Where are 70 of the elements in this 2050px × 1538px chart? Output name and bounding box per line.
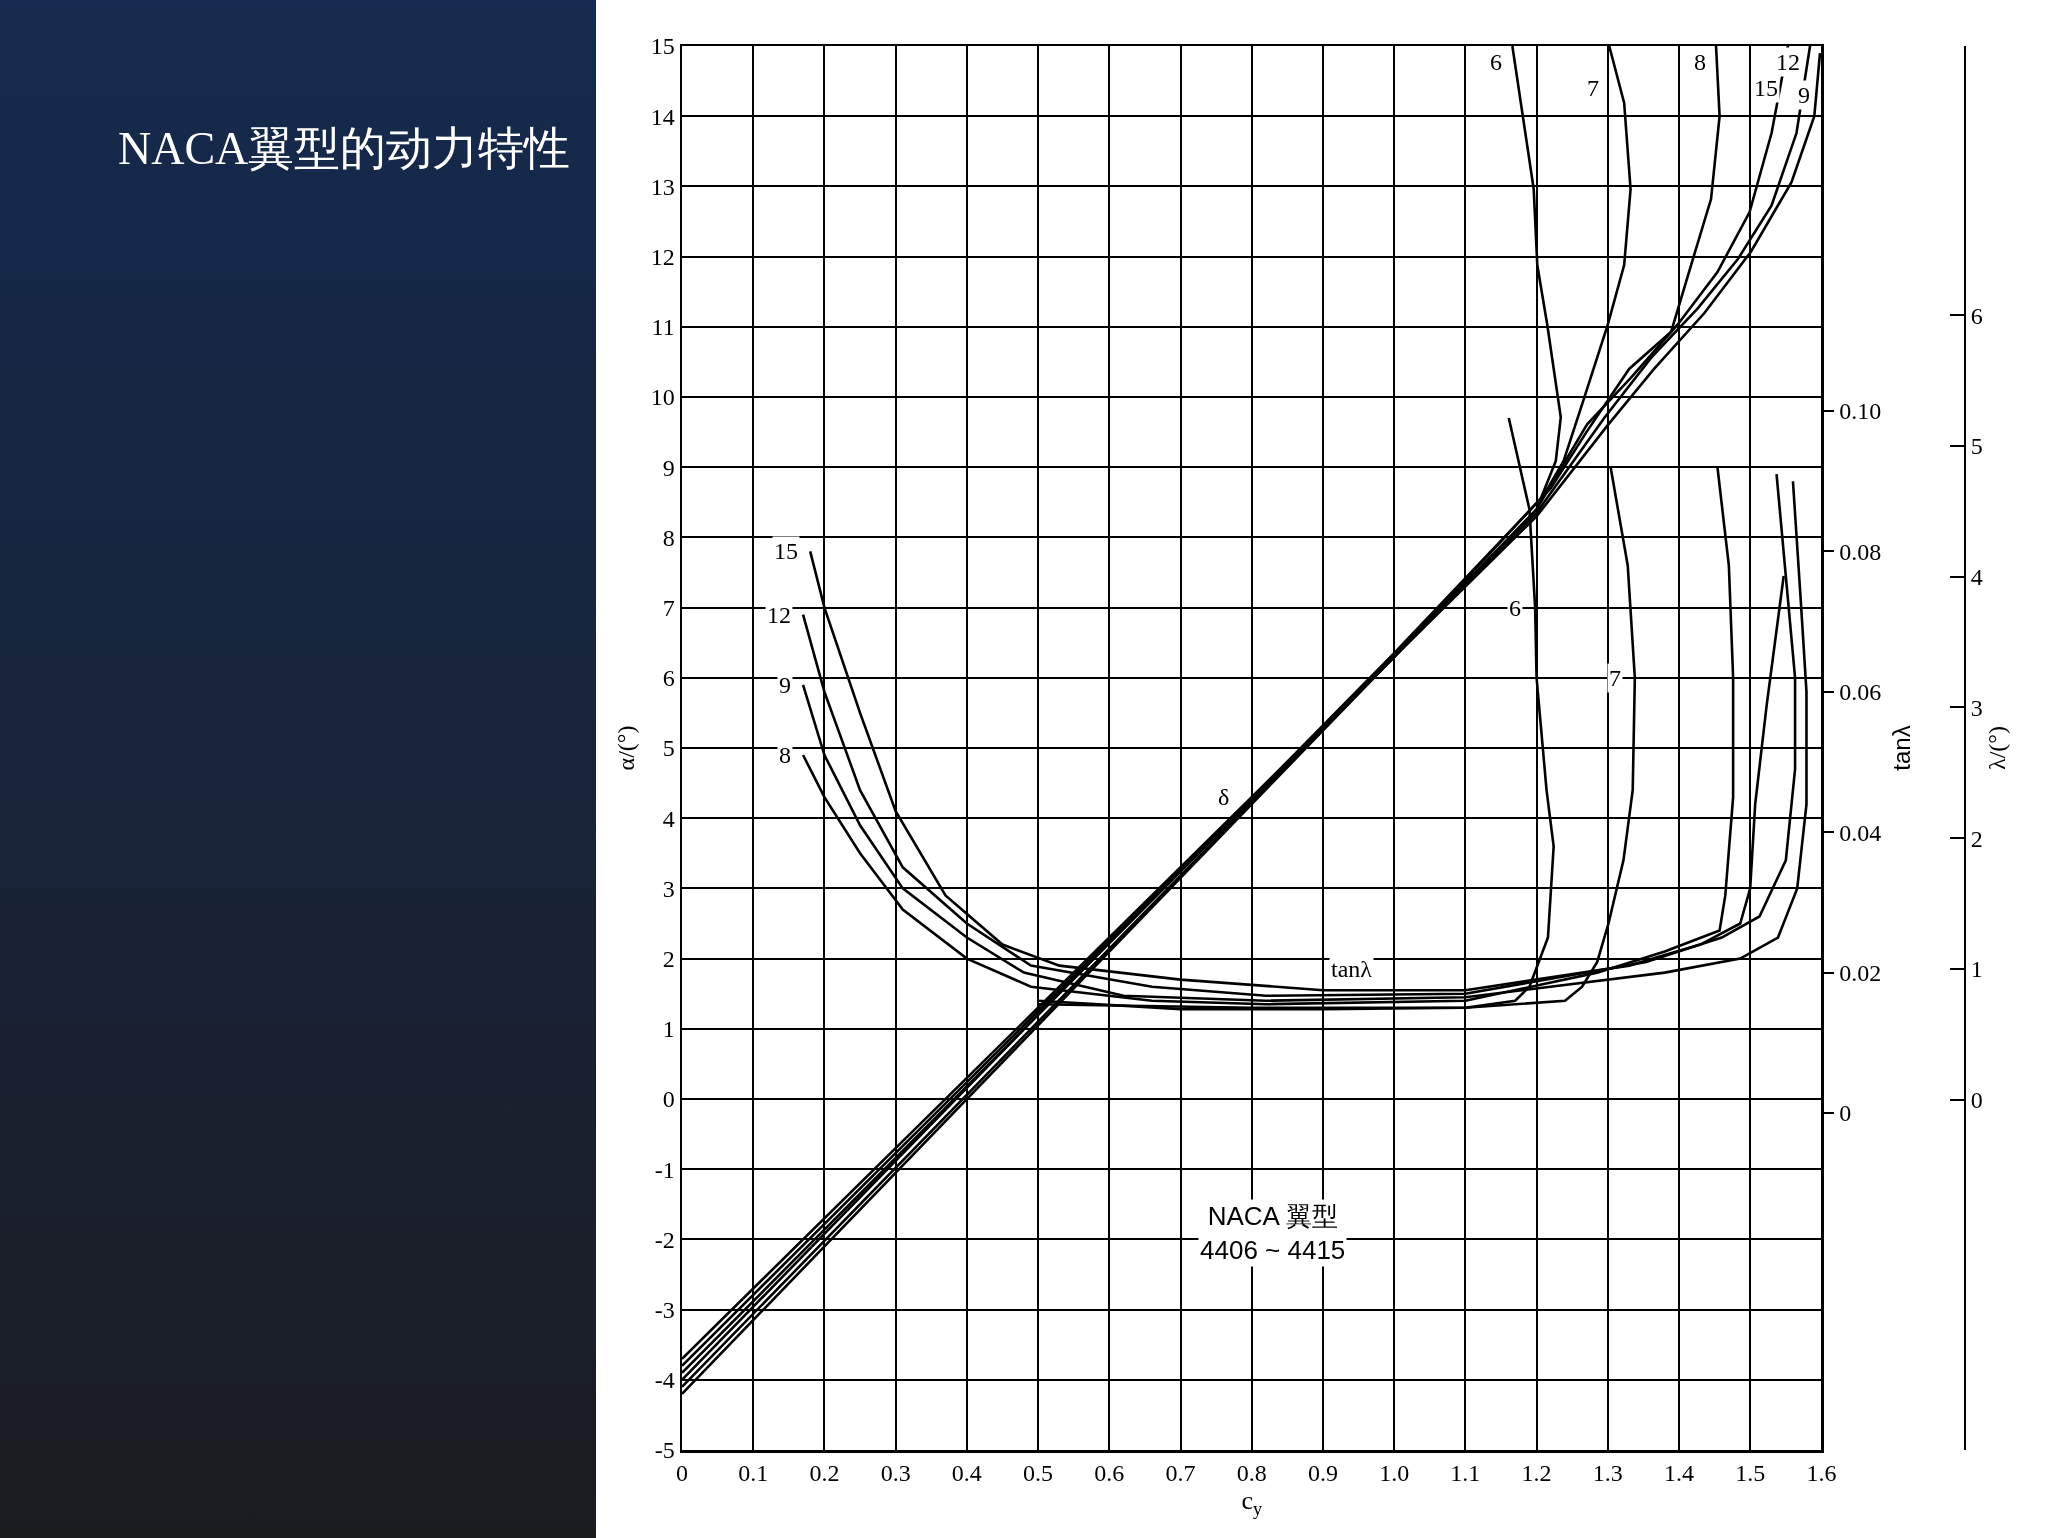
y-tick-label: -3: [654, 1297, 675, 1323]
y-tick-label: 4: [662, 805, 675, 832]
y-tick-label: 5: [662, 735, 675, 762]
y-tick-label: -2: [654, 1226, 675, 1253]
x-tick-label: 0.1: [738, 1460, 769, 1487]
y2-axis-title: tanλ: [1887, 725, 1915, 771]
annotation: NACA 翼型 4406 ~ 4415: [1200, 1201, 1346, 1265]
y3-tick-label: 1: [1970, 956, 1983, 983]
x-tick-label: 1.6: [1806, 1460, 1837, 1487]
x-tick-label: 0.2: [809, 1460, 840, 1487]
y3-axis-title: λ/(°): [1984, 726, 2011, 770]
y-tick-label: 2: [662, 946, 675, 972]
y3-tick-label: 3: [1970, 694, 1983, 721]
x-tick-label: 1.1: [1450, 1460, 1481, 1487]
x-axis-title: c$_{y}$: [1241, 1486, 1263, 1519]
x-tick-label: 1.2: [1521, 1460, 1552, 1487]
annotation: tanλ: [1331, 956, 1373, 982]
y-tick-label: 9: [662, 454, 675, 481]
y-tick-label: 1: [662, 1016, 675, 1043]
series-label: 15: [1754, 75, 1778, 101]
annotation: δ: [1218, 784, 1230, 810]
y2-tick-label: 0.10: [1839, 398, 1882, 425]
x-tick-label: 1.3: [1592, 1460, 1623, 1487]
y-tick-label: 7: [662, 595, 675, 621]
series-label: 7: [1609, 665, 1621, 691]
series-label: 9: [1798, 82, 1810, 108]
series-label: 6: [1509, 595, 1521, 621]
y3-tick-label: 2: [1970, 825, 1983, 852]
y-tick-label: 11: [651, 314, 675, 341]
y-tick-label: 12: [650, 244, 675, 270]
y2-tick-label: 0: [1839, 1100, 1852, 1127]
series-label: 9: [779, 672, 791, 698]
series-label: 6: [1490, 49, 1502, 75]
y-tick-label: 14: [650, 103, 675, 130]
y3-tick-label: 5: [1970, 433, 1983, 460]
y3-tick-label: 4: [1970, 564, 1983, 591]
y2-tick-label: 0.02: [1839, 960, 1882, 987]
y-tick-label: -4: [654, 1367, 675, 1394]
y-tick-label: 3: [662, 875, 675, 902]
y-axis-title: α/(°): [612, 725, 639, 771]
y-tick-label: 10: [650, 384, 675, 411]
x-tick-label: 0.4: [951, 1460, 982, 1487]
x-tick-label: 0.5: [1023, 1460, 1054, 1487]
x-tick-label: 0.9: [1307, 1460, 1338, 1487]
y-tick-label: 15: [650, 33, 675, 60]
y-tick-label: 8: [662, 524, 675, 551]
y3-tick-label: 6: [1970, 302, 1983, 329]
series-label: 12: [1776, 49, 1800, 75]
x-tick-label: 0.8: [1236, 1460, 1267, 1487]
y-tick-label: 13: [650, 173, 675, 200]
x-tick-label: 1.5: [1735, 1460, 1766, 1487]
y-tick-label: 0: [662, 1086, 675, 1113]
x-tick-label: 0.3: [880, 1460, 911, 1487]
y-tick-label: -5: [654, 1437, 675, 1464]
y2-tick-label: 0.04: [1839, 819, 1882, 846]
y3-tick-label: 0: [1970, 1087, 1983, 1114]
series-label: 7: [1587, 75, 1599, 101]
y2-tick-label: 0.08: [1839, 538, 1882, 565]
series-label: 15: [774, 538, 798, 564]
y2-tick-label: 0.06: [1839, 679, 1882, 706]
x-tick-label: 0.7: [1165, 1460, 1196, 1487]
series-label: 8: [779, 742, 791, 768]
text: NACA翼型的动力特性: [118, 122, 571, 176]
x-tick-label: 0.6: [1094, 1460, 1125, 1487]
x-tick-label: 1.0: [1379, 1460, 1410, 1487]
series-label: 8: [1694, 49, 1706, 75]
y-tick-label: -1: [654, 1156, 675, 1183]
series-label: 12: [767, 602, 791, 628]
y-tick-label: 6: [662, 665, 675, 692]
x-tick-label: 1.4: [1664, 1460, 1694, 1487]
